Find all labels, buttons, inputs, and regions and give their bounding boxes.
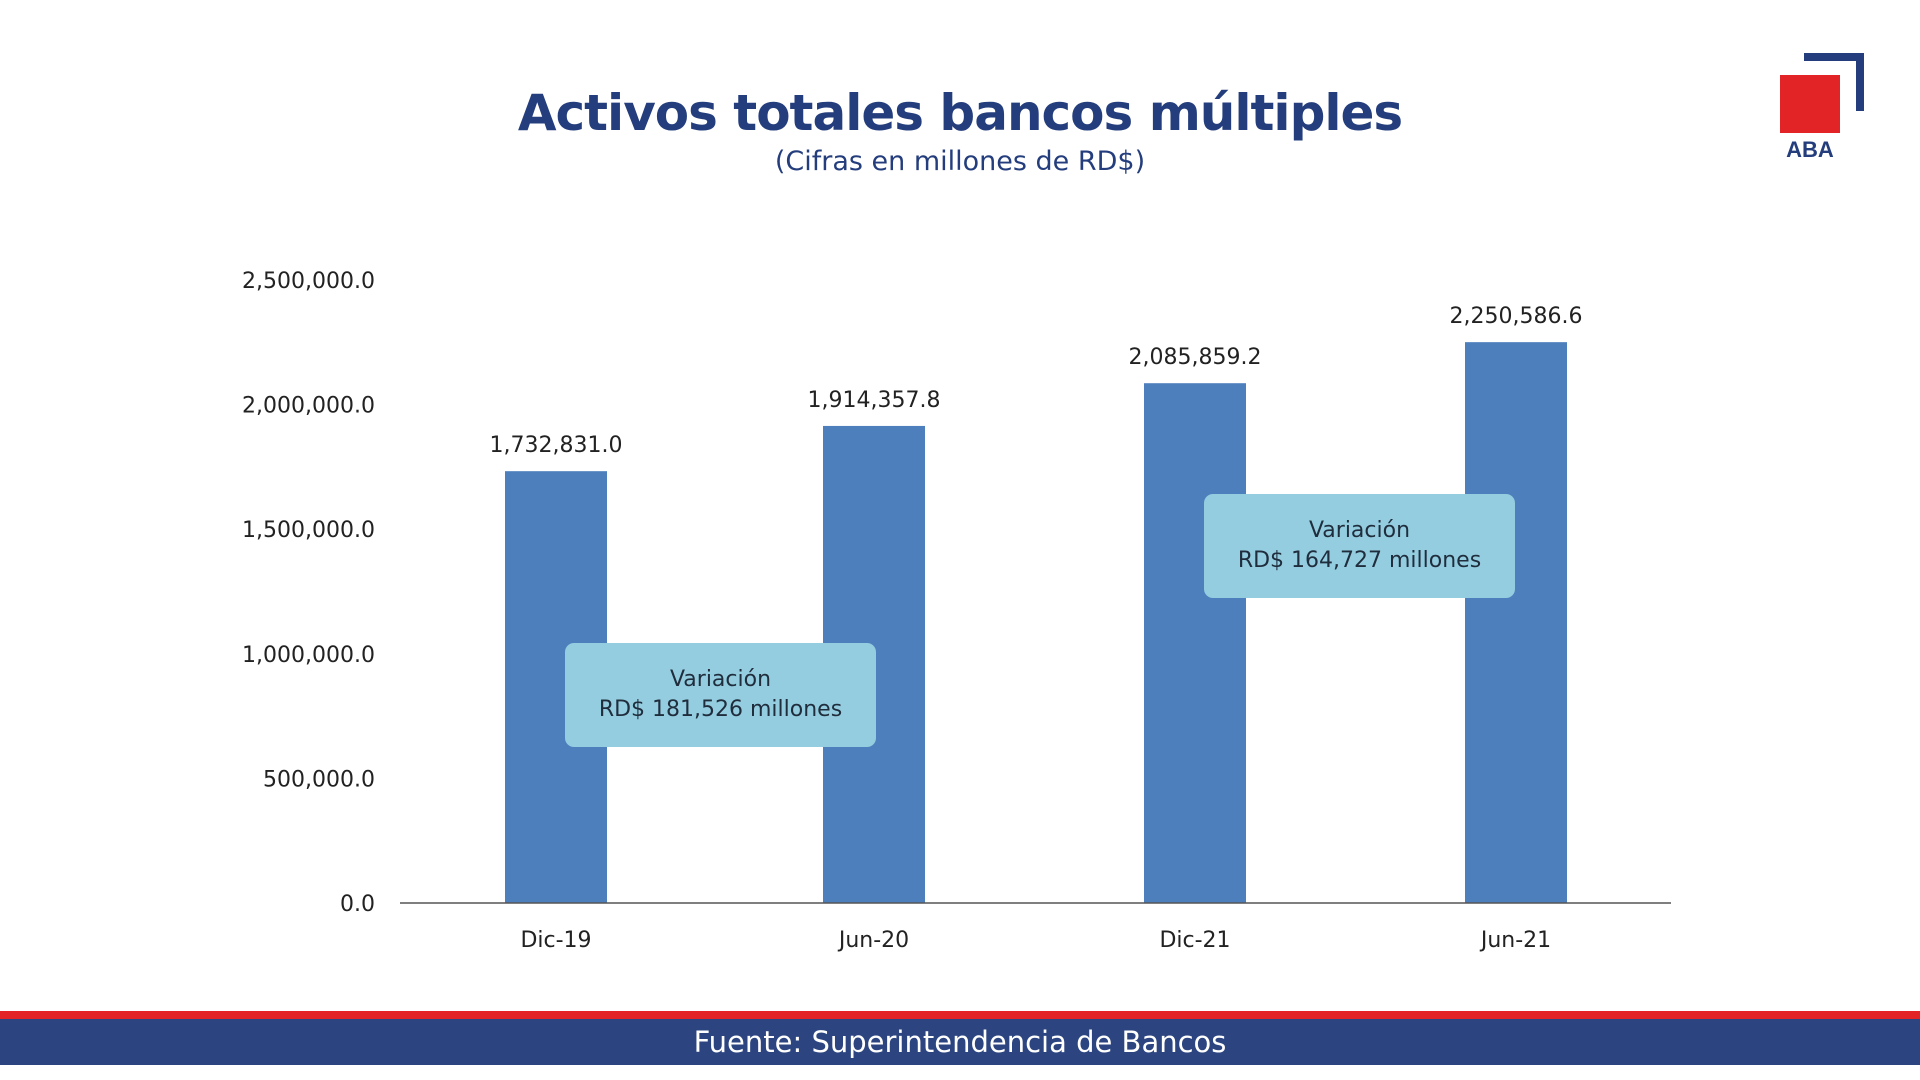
value-label: 2,085,859.2 (1129, 345, 1262, 370)
y-tick-label: 500,000.0 (263, 767, 375, 792)
y-tick-label: 1,500,000.0 (242, 518, 375, 543)
footer-red-stripe (0, 1011, 1920, 1019)
value-label: 1,914,357.8 (808, 388, 941, 413)
callout-1-value: RD$ 181,526 millones (598, 697, 843, 722)
variation-callout-1: Variación RD$ 181,526 millones (565, 643, 876, 747)
callout-2-label: Variación (1308, 518, 1411, 543)
footer-source: Fuente: Superintendencia de Bancos (693, 1025, 1227, 1059)
footer-band (0, 1019, 1920, 1065)
x-tick-label: Dic-21 (1159, 928, 1230, 953)
y-tick-label: 2,500,000.0 (242, 269, 375, 294)
bar (1144, 383, 1246, 904)
callout-2-value: RD$ 164,727 millones (1237, 548, 1482, 573)
x-tick-label: Jun-21 (1479, 928, 1551, 953)
aba-logo: ABA (1780, 53, 1864, 163)
callout-1-label: Variación (669, 667, 772, 692)
x-tick-label: Jun-20 (837, 928, 909, 953)
x-tick-label: Dic-19 (520, 928, 591, 953)
bar (1465, 342, 1567, 903)
value-label: 2,250,586.6 (1450, 304, 1583, 329)
logo-bracket-shape (1804, 53, 1864, 111)
page-title: Activos totales bancos múltiples (517, 84, 1403, 142)
value-label: 1,732,831.0 (490, 433, 623, 458)
y-tick-label: 1,000,000.0 (242, 643, 375, 668)
y-tick-label: 0.0 (340, 892, 375, 917)
logo-red-square (1780, 75, 1840, 133)
logo-text: ABA (1786, 137, 1834, 162)
y-tick-label: 2,000,000.0 (242, 394, 375, 419)
page-subtitle: (Cifras en millones de RD$) (774, 146, 1146, 177)
variation-callout-2: Variación RD$ 164,727 millones (1204, 494, 1515, 598)
